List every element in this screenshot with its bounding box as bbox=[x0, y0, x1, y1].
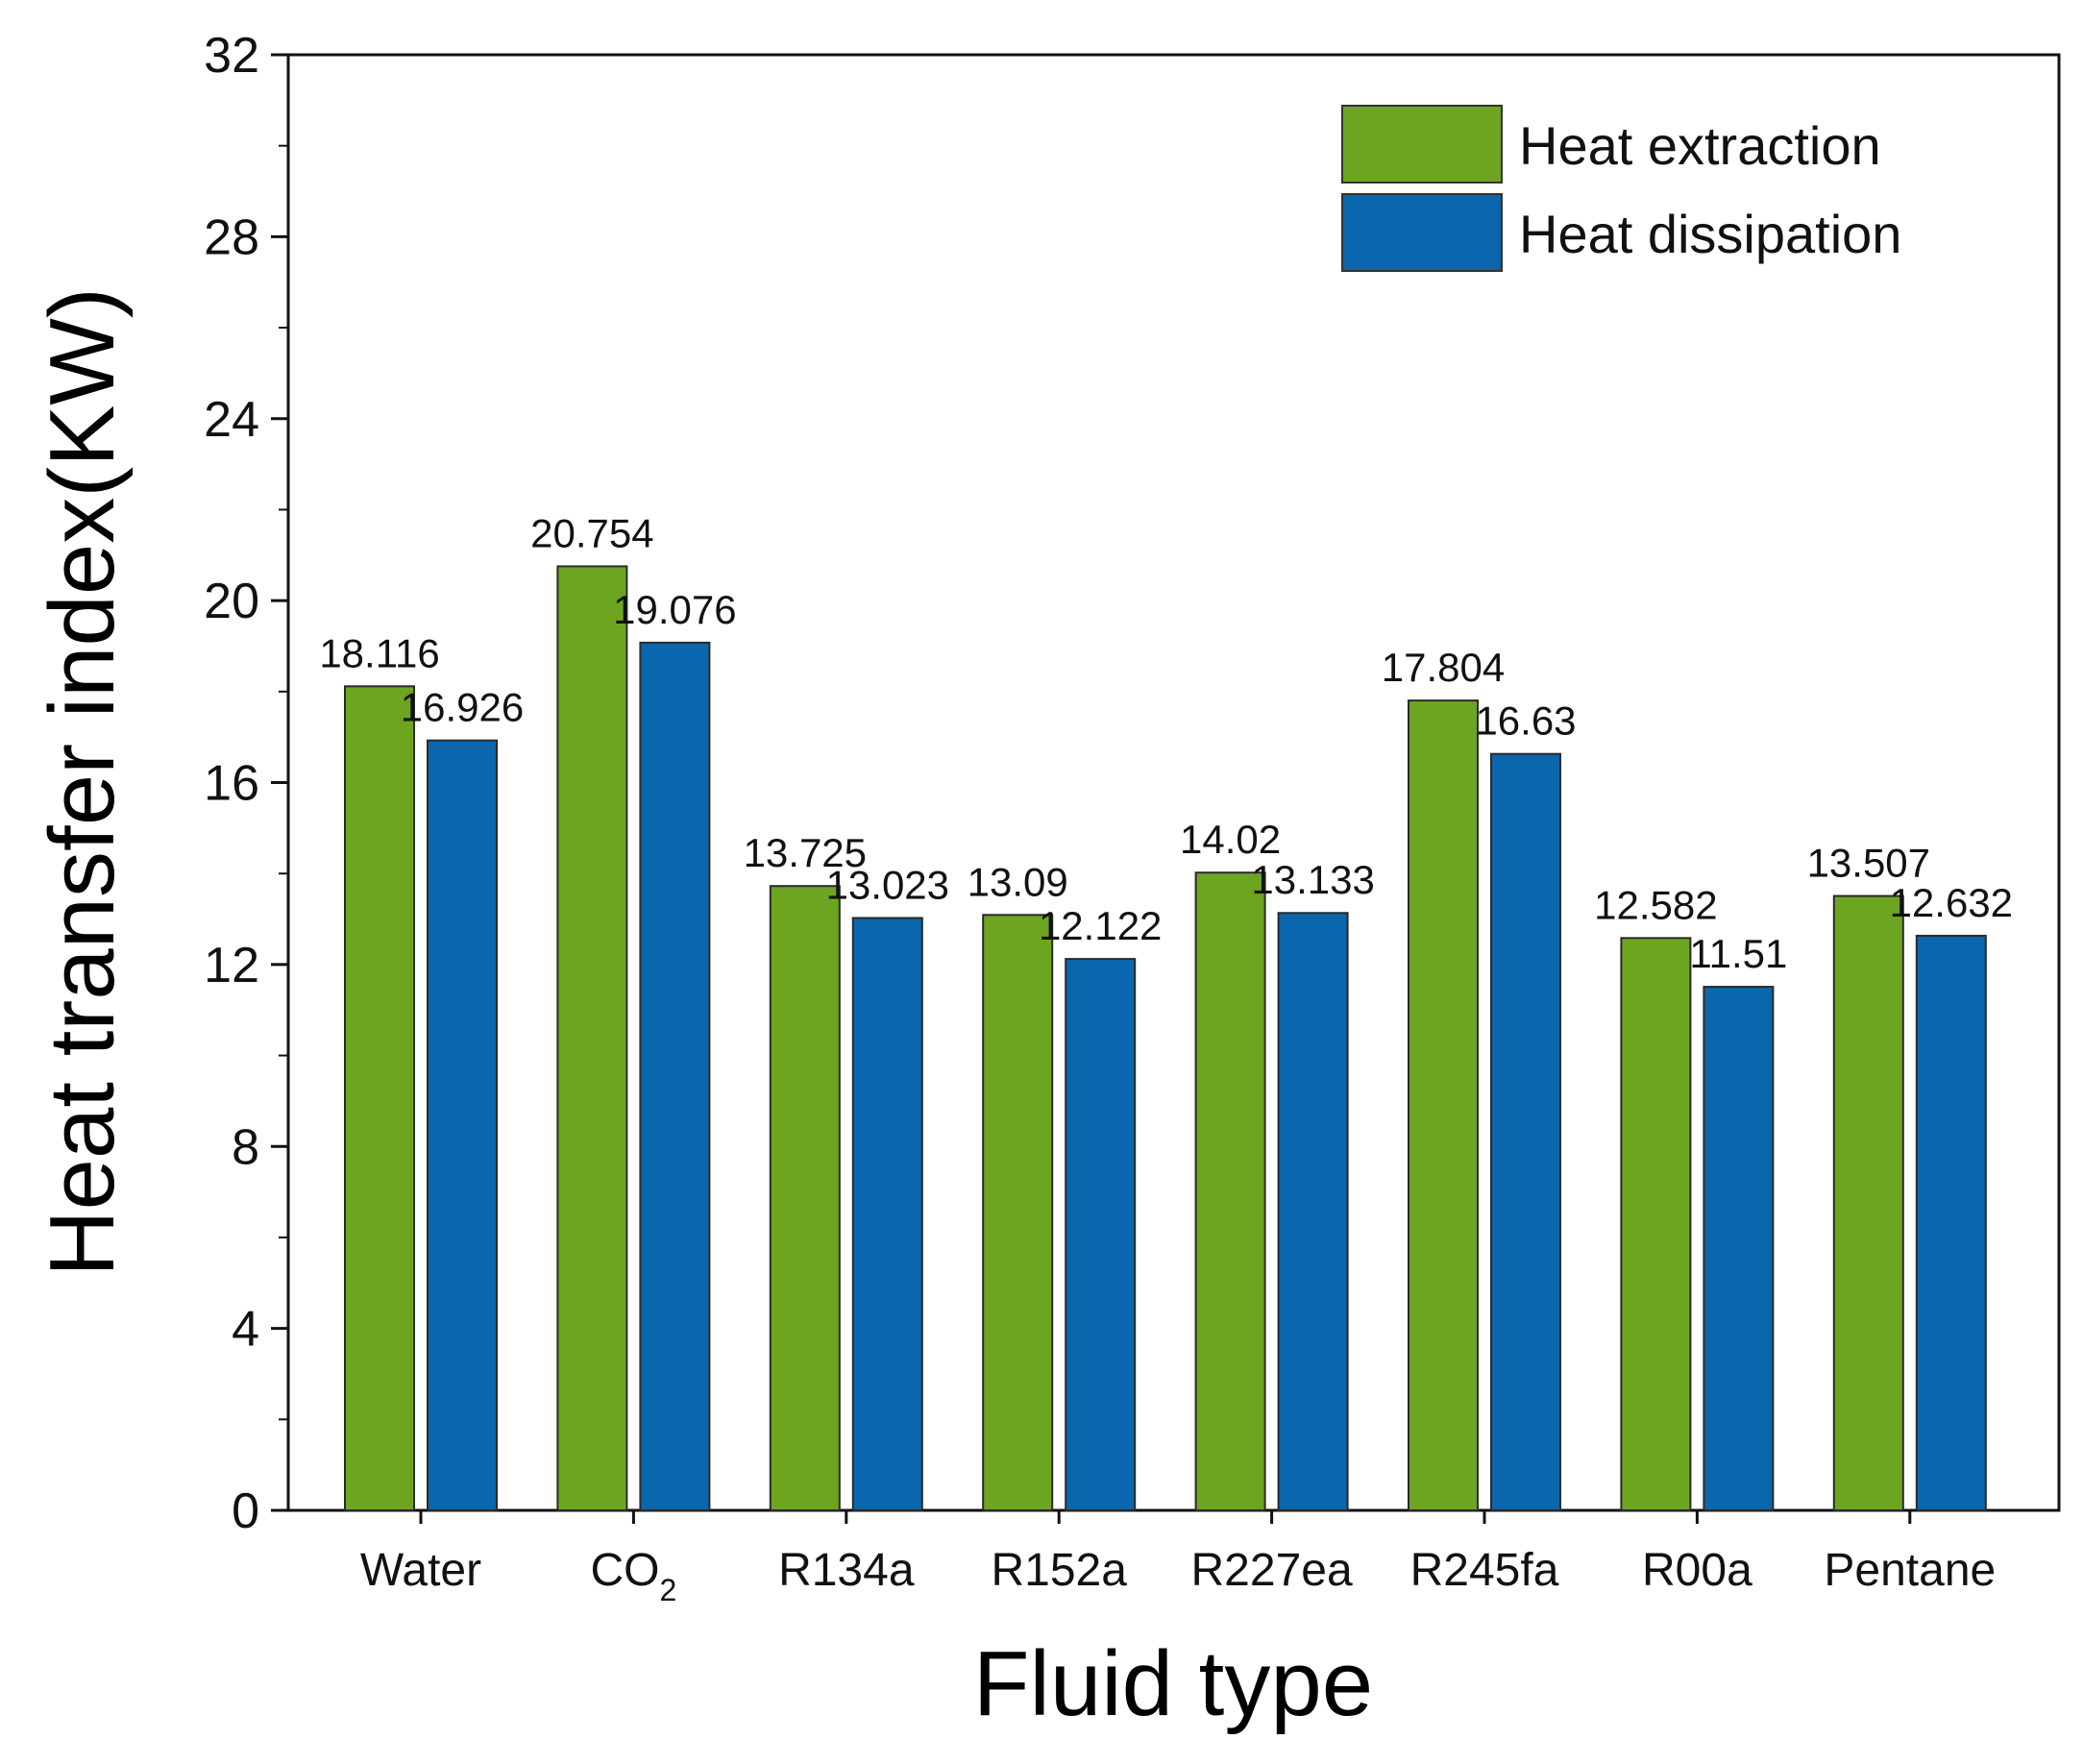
x-tick-label: R245fa bbox=[1410, 1545, 1559, 1596]
legend-label-heat-extraction: Heat extraction bbox=[1519, 115, 1881, 176]
x-tick-label: R152a bbox=[991, 1545, 1127, 1596]
y-tick-label: 32 bbox=[204, 28, 259, 84]
data-label-heat-extraction: 14.02 bbox=[1180, 817, 1281, 862]
data-label-heat-extraction: 12.582 bbox=[1594, 882, 1717, 927]
x-tick-label: CO2 bbox=[591, 1545, 677, 1607]
bar-heat-extraction bbox=[1832, 894, 1904, 1511]
x-tick-label: R00a bbox=[1642, 1545, 1752, 1596]
y-tick-label: 8 bbox=[232, 1119, 259, 1175]
x-tick-label: Water bbox=[360, 1545, 481, 1596]
data-label-heat-dissipation: 11.51 bbox=[1689, 931, 1787, 976]
bar-heat-extraction bbox=[1408, 699, 1479, 1511]
legend: Heat extraction Heat dissipation bbox=[1341, 105, 1901, 272]
data-label-heat-dissipation: 13.133 bbox=[1251, 857, 1374, 902]
x-tick-label: R134a bbox=[778, 1545, 915, 1596]
data-label-heat-extraction: 20.754 bbox=[530, 510, 653, 555]
bar-heat-extraction bbox=[1194, 871, 1266, 1511]
bar-heat-dissipation bbox=[1703, 986, 1775, 1512]
data-label-heat-extraction: 13.507 bbox=[1807, 841, 1930, 886]
data-label-heat-extraction: 13.725 bbox=[744, 830, 867, 875]
bar-heat-dissipation bbox=[1490, 752, 1561, 1511]
x-tick-label: Pentane bbox=[1824, 1545, 1996, 1596]
y-tick-label: 20 bbox=[204, 574, 259, 629]
bar-heat-extraction bbox=[769, 885, 841, 1511]
bar-heat-extraction bbox=[556, 565, 628, 1511]
y-axis-title: Heat transfer index(KW) bbox=[31, 287, 134, 1277]
bar-heat-dissipation bbox=[1915, 934, 1987, 1511]
data-label-heat-dissipation: 19.076 bbox=[613, 587, 736, 632]
y-tick-label: 0 bbox=[232, 1483, 259, 1539]
data-label-heat-dissipation: 12.122 bbox=[1039, 903, 1162, 948]
x-tick-label-subscript: 2 bbox=[660, 1573, 677, 1607]
y-tick-label: 24 bbox=[204, 392, 259, 448]
data-label-heat-extraction: 18.116 bbox=[319, 630, 439, 675]
x-axis-title: Fluid type bbox=[973, 1632, 1373, 1735]
bar-heat-dissipation bbox=[639, 641, 711, 1511]
data-label-heat-dissipation: 13.023 bbox=[826, 862, 949, 907]
bar-heat-dissipation bbox=[851, 917, 923, 1511]
data-label-heat-extraction: 17.804 bbox=[1382, 645, 1505, 690]
bars bbox=[344, 565, 1987, 1512]
y-tick-label: 28 bbox=[204, 209, 259, 265]
data-label-heat-extraction: 13.09 bbox=[968, 859, 1068, 904]
plot-frame bbox=[286, 53, 2061, 1512]
y-axis: 0 4 8 12 16 20 24 28 32 bbox=[204, 28, 288, 1539]
y-tick-label: 16 bbox=[204, 756, 259, 812]
bar-heat-dissipation bbox=[1277, 912, 1349, 1511]
bar-heat-dissipation bbox=[427, 739, 498, 1511]
bar-heat-extraction bbox=[1620, 937, 1692, 1511]
legend-swatch-heat-extraction bbox=[1341, 105, 1503, 184]
data-label-heat-dissipation: 16.926 bbox=[401, 685, 524, 730]
legend-label-heat-dissipation: Heat dissipation bbox=[1519, 204, 1901, 264]
legend-swatch-heat-dissipation bbox=[1341, 193, 1503, 272]
x-axis: Water CO2 R134a R152a R227ea R245fa R00a Pentan… bbox=[360, 1510, 1996, 1607]
bar-heat-extraction bbox=[982, 914, 1054, 1511]
bar-heat-dissipation bbox=[1065, 958, 1137, 1511]
bar-heat-extraction bbox=[344, 685, 415, 1511]
y-tick-label: 4 bbox=[232, 1302, 259, 1358]
y-tick-label: 12 bbox=[204, 938, 259, 993]
x-tick-label: R227ea bbox=[1191, 1545, 1353, 1596]
data-label-heat-dissipation: 12.632 bbox=[1890, 880, 2013, 925]
data-label-heat-dissipation: 16.63 bbox=[1475, 698, 1576, 744]
